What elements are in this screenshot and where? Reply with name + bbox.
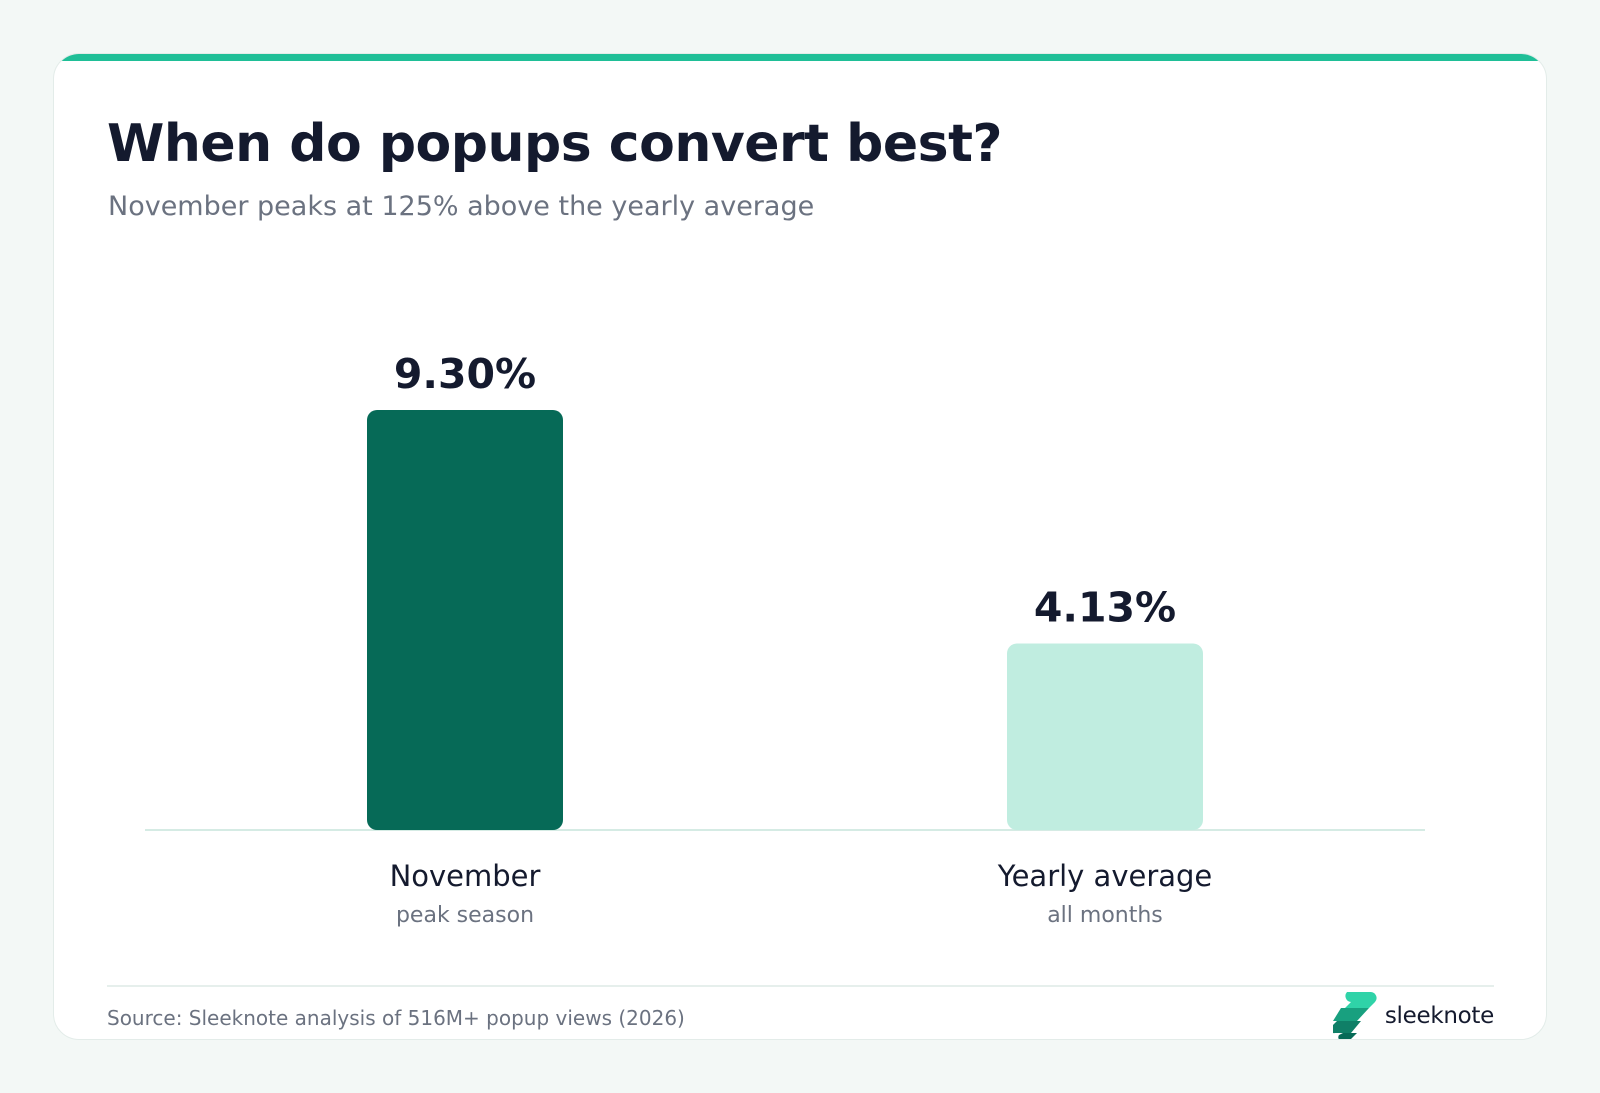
brand-name: sleeknote [1384, 1003, 1494, 1029]
bar-november [367, 410, 563, 830]
category-label: Yearly average [997, 859, 1213, 893]
chart-subtitle: November peaks at 125% above the yearly … [108, 191, 815, 222]
bar-yearly-average [1007, 643, 1203, 830]
accent-bar [54, 54, 1546, 61]
category-label: November [390, 859, 541, 893]
chart-title: When do popups convert best? [107, 114, 1003, 174]
category-sublabel: peak season [396, 903, 534, 928]
bar-chart: 9.30% November peak season 4.13% Yearly aver… [145, 350, 1425, 928]
category-sublabel: all months [1047, 903, 1163, 928]
brand-logo: sleeknote [1332, 988, 1494, 1039]
bars-layer: 9.30% November peak season 4.13% Yearly aver… [367, 350, 1212, 928]
value-label: 9.30% [394, 350, 536, 398]
source-note: Source: Sleeknote analysis of 516M+ popu… [107, 1006, 685, 1030]
value-label: 4.13% [1034, 583, 1176, 631]
footer-divider [107, 985, 1494, 987]
sleeknote-logo-icon [1332, 992, 1377, 1039]
chart-card: When do popups convert best? November pe… [53, 53, 1547, 1040]
